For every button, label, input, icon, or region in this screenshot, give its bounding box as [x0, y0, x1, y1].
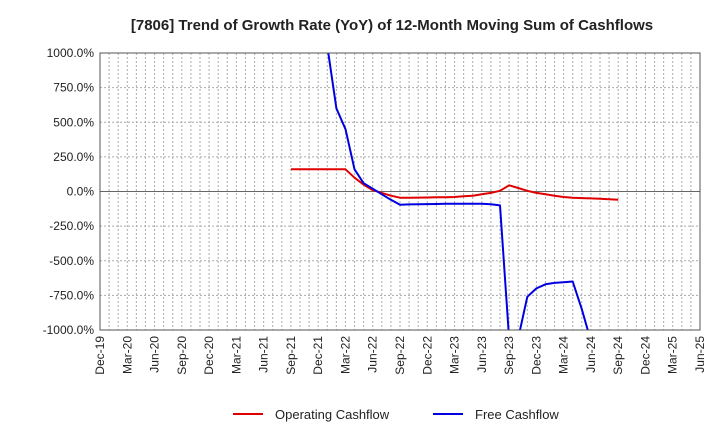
y-tick-label: -750.0% [49, 288, 94, 302]
x-tick-label: Mar-25 [666, 336, 680, 374]
series-lines [290, 53, 619, 330]
x-tick-label: Mar-22 [338, 336, 352, 374]
legend: Operating Cashflow Free Cashflow [233, 407, 559, 422]
x-tick-label: Dec-21 [311, 336, 325, 375]
x-tick-label: Jun-22 [366, 336, 380, 373]
y-tick-label: 250.0% [53, 150, 94, 164]
chart-title: [7806] Trend of Growth Rate (YoY) of 12-… [131, 17, 653, 34]
x-tick-label: Dec-23 [529, 336, 543, 375]
legend-label: Free Cashflow [475, 407, 559, 422]
y-tick-label: -250.0% [49, 219, 94, 233]
x-tick-label: Sep-24 [611, 336, 625, 375]
x-axis-ticks: Dec-19 Mar-20 Jun-20 Sep-20 Dec-20 Mar-21 Jun-… [93, 336, 707, 375]
x-tick-label: Mar-24 [557, 336, 571, 374]
x-tick-label: Jun-23 [475, 336, 489, 373]
y-tick-label: -1000.0% [43, 323, 95, 337]
x-tick-label: Jun-25 [693, 336, 707, 373]
plot-frame [99, 52, 701, 331]
x-tick-label: Mar-20 [120, 336, 134, 374]
x-tick-label: Jun-24 [584, 336, 598, 373]
x-tick-label: Mar-23 [448, 336, 462, 374]
x-tick-label: Sep-22 [393, 336, 407, 375]
series-line-operating-cashflow [290, 168, 619, 201]
y-axis-ticks: 1000.0% 750.0% 500.0% 250.0% 0.0% -250.0% -500… [43, 46, 95, 337]
y-tick-label: 1000.0% [47, 46, 95, 60]
x-tick-label: Jun-21 [257, 336, 271, 373]
x-tick-label: Sep-21 [284, 336, 298, 375]
x-tick-label: Dec-20 [202, 336, 216, 375]
x-tick-label: Mar-21 [229, 336, 243, 374]
x-tick-label: Dec-19 [93, 336, 107, 375]
y-tick-label: 0.0% [67, 185, 95, 199]
x-tick-label: Jun-20 [148, 336, 162, 373]
x-tick-label: Sep-23 [502, 336, 516, 375]
series-line-free-cashflow [327, 53, 589, 330]
y-tick-label: 750.0% [53, 81, 94, 95]
y-tick-label: -500.0% [49, 254, 94, 268]
x-tick-label: Sep-20 [175, 336, 189, 375]
legend-label: Operating Cashflow [275, 407, 390, 422]
y-tick-label: 500.0% [53, 115, 94, 129]
x-tick-label: Dec-22 [420, 336, 434, 375]
x-tick-label: Dec-24 [638, 336, 652, 375]
